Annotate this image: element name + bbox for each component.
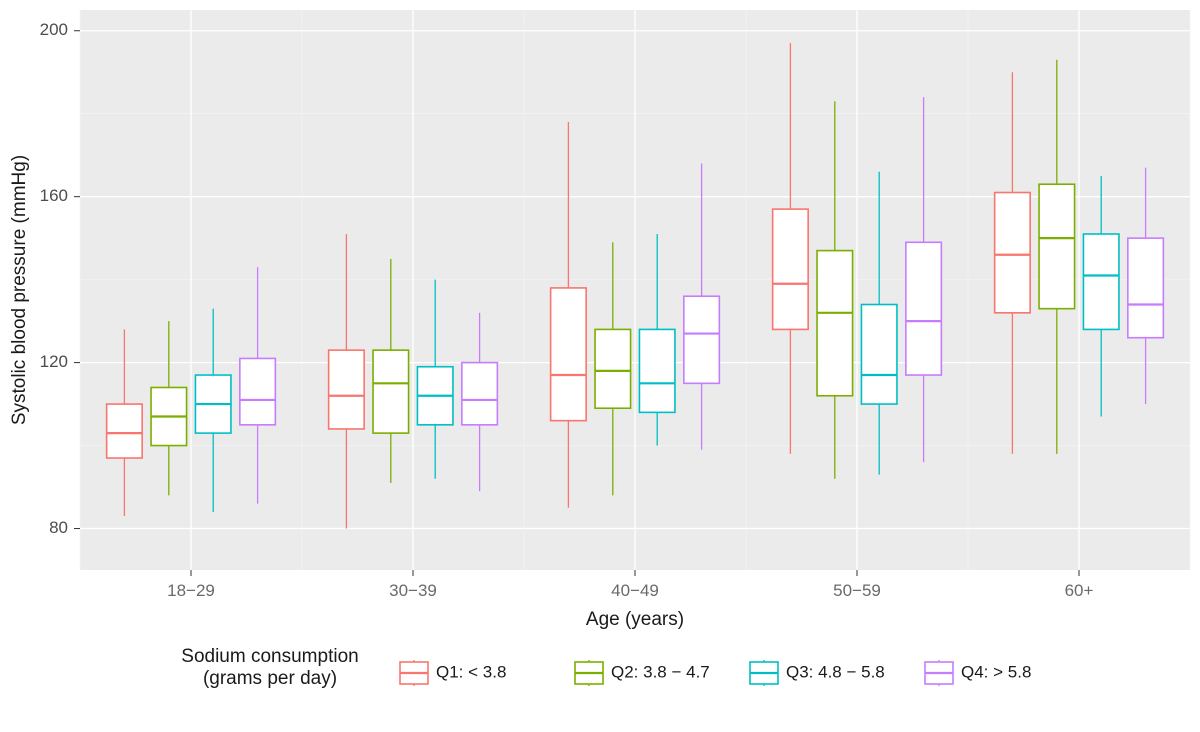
x-tick-label: 30−39 — [389, 581, 437, 600]
y-tick-label: 200 — [40, 20, 68, 39]
legend-title-line1: Sodium consumption — [181, 646, 358, 667]
boxplot-chart: 80 120 160 200 18−29 30−39 40−49 50−59 60+ Systol… — [0, 0, 1200, 732]
y-axis-title: Systolic blood pressure (mmHg) — [9, 155, 30, 425]
x-tick-label: 50−59 — [833, 581, 881, 600]
legend-label: Q1: < 3.8 — [436, 662, 506, 681]
legend-label: Q4: > 5.8 — [961, 662, 1031, 681]
chart-svg: 80 120 160 200 18−29 30−39 40−49 50−59 60+ Systol… — [0, 0, 1200, 732]
y-tick-label: 120 — [40, 352, 68, 371]
legend-title-line2: (grams per day) — [203, 668, 337, 689]
x-tick-label: 18−29 — [167, 581, 215, 600]
x-axis-title: Age (years) — [586, 609, 684, 630]
y-tick-label: 80 — [49, 518, 68, 537]
legend-item-q1: Q1: < 3.8 — [400, 660, 506, 686]
legend-label: Q3: 4.8 − 5.8 — [786, 662, 885, 681]
legend-label: Q2: 3.8 − 4.7 — [611, 662, 710, 681]
x-tick-label: 60+ — [1065, 581, 1094, 600]
legend-item-q2: Q2: 3.8 − 4.7 — [575, 660, 710, 686]
x-tick-label: 40−49 — [611, 581, 659, 600]
legend-item-q4: Q4: > 5.8 — [925, 660, 1031, 686]
y-tick-label: 160 — [40, 186, 68, 205]
legend-item-q3: Q3: 4.8 − 5.8 — [750, 660, 885, 686]
